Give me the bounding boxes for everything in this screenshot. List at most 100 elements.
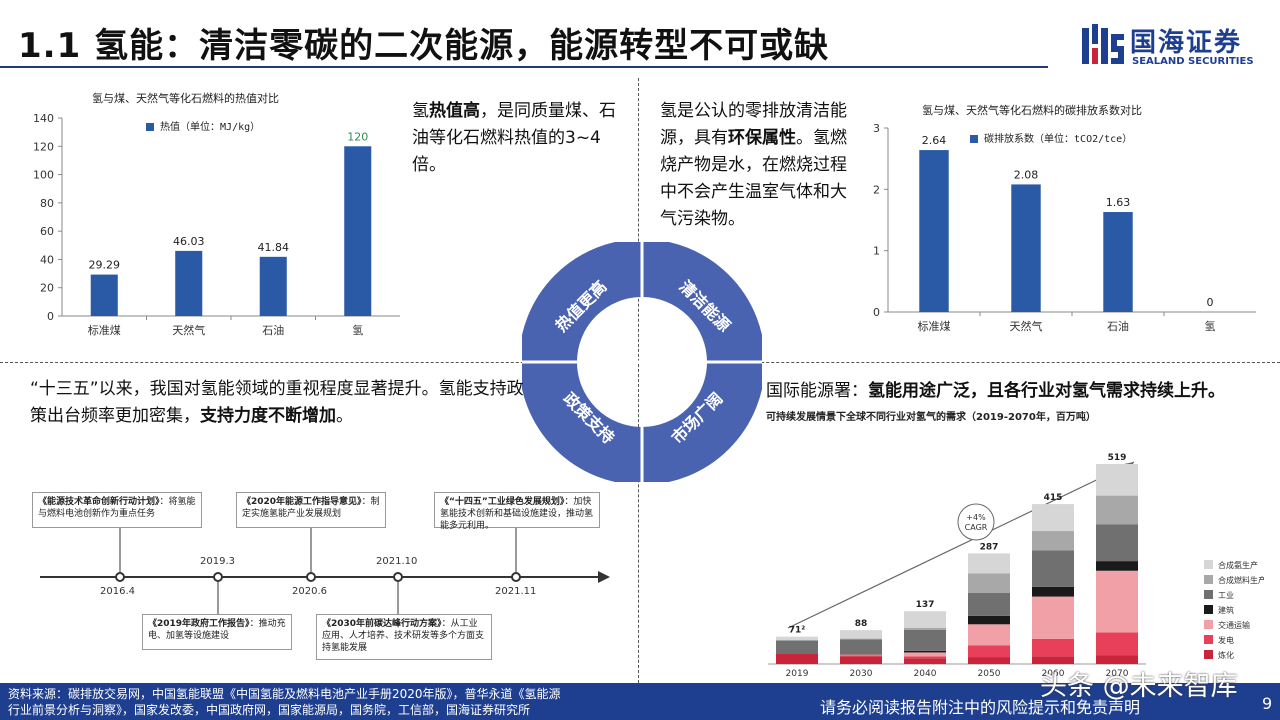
event-title: 《2019年政府工作报告》 [148, 619, 250, 629]
stack-segment [840, 630, 882, 639]
chart-title: 氢与煤、天然气等化石燃料的碳排放系数对比 [922, 104, 1142, 117]
stack-segment [840, 654, 882, 656]
timeline-event-box: 《2030年前碳达峰行动方案》：从工业应用、人才培养、技术研发等多个方面支持氢能… [316, 614, 492, 660]
bar [344, 146, 372, 316]
x-tick-label: 标准煤 [88, 323, 121, 337]
data-label: 29.29 [89, 259, 121, 272]
y-tick-label: 100 [33, 169, 54, 182]
logo-english-name: SEALAND SECURITIES [1132, 56, 1254, 67]
y-tick-label: 60 [40, 225, 54, 238]
stack-segment [1096, 561, 1138, 571]
timeline-arrow-icon [598, 571, 610, 583]
bar [919, 150, 949, 312]
x-tick-label: 标准煤 [918, 319, 951, 333]
event-body: ：加快氢能技术创新和基础设施建设，推动氢能多元利用。 [440, 497, 594, 531]
timeline-date: 2019.3 [200, 556, 235, 567]
hydrogen-demand-chart: 可持续发展情景下全球不同行业对氢气的需求（2019-2070年，百万吨） +4%… [764, 404, 1264, 682]
stack-segment [968, 657, 1010, 664]
y-tick-label: 0 [873, 306, 880, 319]
timeline-date: 2020.6 [292, 586, 327, 597]
carbon-emission-chart: 氢与煤、天然气等化石燃料的碳排放系数对比 碳排放系数（单位：tCO2/tce） … [860, 96, 1260, 350]
text-emphasis: 支持力度不断增加 [200, 406, 336, 426]
total-label: 287 [980, 542, 999, 552]
stack-segment [1096, 632, 1138, 656]
stack-segment [904, 652, 946, 657]
total-label: 137 [916, 600, 935, 610]
stack-segment [840, 638, 882, 640]
stack-segment [968, 553, 1010, 574]
stack-segment [968, 615, 1010, 625]
stack-segment [968, 624, 1010, 646]
text-emphasis: 氢能用途广泛，且各行业对氢气需求持续上升。 [868, 381, 1225, 401]
legend-swatch [1204, 575, 1213, 584]
x-tick-label: 2070 [1106, 669, 1129, 679]
stack-segment [776, 636, 818, 641]
data-label: 0 [1207, 296, 1214, 309]
stack-segment [904, 650, 946, 653]
data-label: 120 [347, 130, 368, 143]
text-segment: “十三五”以来，我国对氢能领域的重视程度显著提升。氢能支持政策出台频率更加密集， [30, 379, 524, 426]
stack-segment [1032, 586, 1074, 597]
stack-segment [968, 573, 1010, 593]
legend-swatch [1204, 605, 1213, 614]
data-label: 41.84 [258, 241, 290, 254]
y-tick-label: 40 [40, 253, 54, 266]
timeline-axis [40, 528, 610, 614]
legend-swatch [1204, 590, 1213, 599]
cagr-label: CAGR [965, 523, 988, 532]
legend-label: 炼化 [1218, 650, 1234, 660]
x-tick-label: 2019 [786, 669, 809, 679]
stack-segment [968, 592, 1010, 616]
stack-segment [904, 627, 946, 630]
y-tick-label: 140 [33, 112, 54, 125]
x-tick-label: 天然气 [172, 323, 205, 337]
event-title: 《能源技术革命创新行动计划》 [38, 497, 160, 507]
y-tick-label: 20 [40, 282, 54, 295]
total-label: 519 [1108, 453, 1127, 463]
timeline-node [115, 572, 125, 582]
y-tick-label: 0 [47, 310, 54, 323]
logo-chinese-name: 国海证券 [1130, 28, 1243, 58]
y-tick-label: 120 [33, 140, 54, 153]
y-tick-label: 3 [873, 122, 880, 135]
bar [90, 274, 118, 316]
data-label: 46.03 [173, 235, 205, 248]
event-body: ：制定实施氢能产业发展规划 [242, 497, 380, 519]
stack-segment [1096, 524, 1138, 562]
footer-disclaimer: 请务必阅读报告附注中的风险提示和免责声明 [820, 698, 1141, 717]
event-body: ：推动充电、加氢等设施建设 [148, 619, 286, 641]
x-tick-label: 石油 [1107, 319, 1129, 333]
stack-segment [904, 658, 946, 664]
y-tick-label: 1 [873, 245, 880, 258]
text-segment: 国际能源署： [766, 381, 868, 401]
cagr-rate: +4% [966, 513, 986, 522]
stack-segment [968, 645, 1010, 658]
legend-swatch [146, 123, 154, 131]
stack-segment [840, 656, 882, 664]
stack-segment [776, 653, 818, 664]
bar [1011, 184, 1041, 312]
stack-segment [840, 639, 882, 654]
cagr-badge [957, 503, 995, 541]
text-segment: 。 [336, 406, 353, 426]
event-body: ：将氢能与燃料电池创新作为重点任务 [38, 497, 196, 519]
chart-title: 可持续发展情景下全球不同行业对氢气的需求（2019-2070年，百万吨） [766, 412, 1096, 423]
vertical-divider [638, 78, 639, 683]
four-pillars-ring: 热值更高 清洁能源 政策支持 市场广阔 [522, 242, 762, 482]
timeline-date: 2021.11 [495, 586, 537, 597]
stack-segment [1096, 464, 1138, 496]
bar [175, 250, 203, 316]
heat-value-chart: 氢与煤、天然气等化石燃料的热值对比 热值（单位：MJ/kg） 0 20 40 60 80… [20, 84, 400, 354]
timeline-node [511, 572, 521, 582]
legend-label: 碳排放系数（单位：tCO2/tce） [984, 134, 1133, 145]
legend-label: 发电 [1218, 635, 1234, 645]
stack-segment [1096, 570, 1138, 633]
timeline-event-box: 《能源技术革命创新行动计划》：将氢能与燃料电池创新作为重点任务 [32, 492, 202, 528]
data-label: 2.64 [922, 134, 947, 147]
brand-logo: 国海证券 SEALAND SECURITIES [1080, 22, 1260, 70]
watermark: 头条 @未来智库 [1040, 671, 1238, 702]
footer-bar [0, 683, 1280, 720]
sealand-logo-icon [1082, 24, 1124, 64]
legend-label: 合成氨生产 [1218, 560, 1258, 570]
page-title: 1.1 氢能：清洁零碳的二次能源，能源转型不可或缺 [18, 26, 830, 66]
